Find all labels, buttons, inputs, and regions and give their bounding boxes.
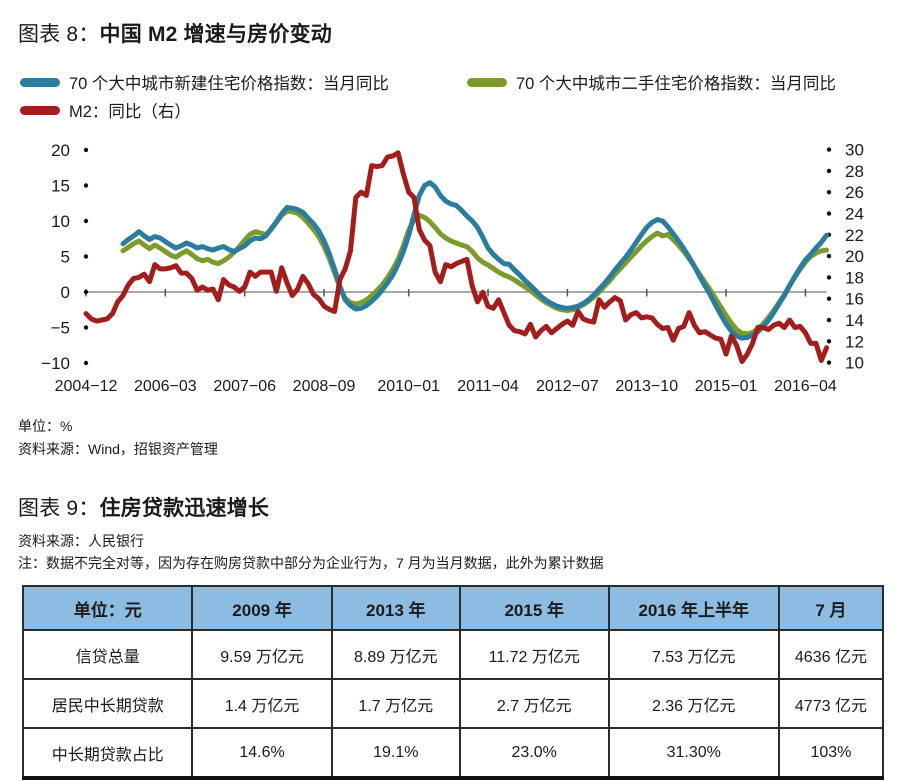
table-cell: 11.72 万亿元 — [458, 629, 610, 680]
table-cell: 2.36 万亿元 — [607, 678, 780, 729]
chart9-title-prefix: 图表 9： — [18, 497, 100, 520]
svg-text:2016−04: 2016−04 — [774, 378, 837, 395]
svg-text:2013−10: 2013−10 — [615, 378, 678, 395]
table-cell: 2.7 万亿元 — [458, 678, 610, 729]
legend-item-second-hand: 70 个大中城市二手住宅价格指数：当月同比 — [467, 70, 836, 94]
table-cell: 9.59 万亿元 — [191, 629, 333, 680]
svg-text:15: 15 — [51, 177, 70, 196]
row-label-total-credit: 信贷总量 — [21, 629, 194, 680]
svg-text:2015−01: 2015−01 — [695, 378, 758, 395]
table-cell: 8.89 万亿元 — [330, 629, 461, 680]
svg-text:10: 10 — [845, 354, 864, 373]
svg-text:2007−06: 2007−06 — [213, 378, 276, 395]
chart8-title-prefix: 图表 8： — [18, 23, 100, 46]
svg-text:22: 22 — [845, 226, 864, 245]
svg-text:10: 10 — [51, 212, 70, 231]
second-hand-line-swatch-icon — [467, 77, 507, 87]
legend-label-new-home: 70 个大中城市新建住宅价格指数：当月同比 — [69, 75, 389, 93]
table-header-2013: 2013 年 — [330, 585, 461, 631]
row-label-household-loans: 居民中长期贷款 — [21, 678, 194, 729]
svg-text:18: 18 — [845, 268, 864, 287]
svg-text:12: 12 — [845, 332, 864, 351]
svg-text:−10: −10 — [41, 354, 70, 373]
svg-text:24: 24 — [845, 205, 864, 224]
svg-text:2008−09: 2008−09 — [293, 378, 356, 395]
table-cell: 23.0% — [458, 727, 610, 779]
table-cell: 7.53 万亿元 — [607, 629, 780, 680]
table-header-unit: 单位：元 — [21, 585, 194, 631]
svg-text:2012−07: 2012−07 — [536, 378, 599, 395]
m2-line-swatch-icon — [20, 105, 60, 115]
housing-loan-table: 单位：元 2009 年 2013 年 2015 年 2016 年上半年 7 月 … — [21, 585, 885, 780]
svg-text:14: 14 — [845, 311, 864, 330]
table-cell: 1.7 万亿元 — [330, 678, 461, 729]
legend-item-new-home: 70 个大中城市新建住宅价格指数：当月同比 — [20, 70, 389, 94]
chart8-source: 资料来源：Wind，招银资产管理 — [18, 441, 218, 457]
chart8-title: 图表 8：中国 M2 增速与房价变动 — [18, 18, 332, 48]
svg-text:30: 30 — [845, 141, 864, 160]
table-cell: 19.1% — [330, 727, 461, 779]
legend-item-m2: M2：同比（右） — [20, 98, 191, 122]
chart9-title: 图表 9：住房贷款迅速增长 — [18, 492, 269, 522]
svg-text:−5: −5 — [51, 319, 70, 338]
table-row: 中长期贷款占比 14.6% 19.1% 23.0% 31.30% 103% — [21, 727, 885, 779]
svg-text:2011−04: 2011−04 — [457, 378, 519, 395]
new-home-line-swatch-icon — [20, 77, 60, 87]
svg-text:5: 5 — [61, 248, 70, 267]
svg-text:20: 20 — [845, 247, 864, 266]
table-header-2009: 2009 年 — [191, 585, 333, 631]
legend-label-second-hand: 70 个大中城市二手住宅价格指数：当月同比 — [516, 75, 836, 93]
table-cell: 4773 亿元 — [777, 678, 885, 729]
table-row: 居民中长期贷款 1.4 万亿元 1.7 万亿元 2.7 万亿元 2.36 万亿元… — [21, 678, 885, 729]
svg-text:0: 0 — [61, 283, 70, 302]
chart8-title-text: 中国 M2 增速与房价变动 — [99, 23, 332, 46]
table-cell: 4636 亿元 — [777, 629, 885, 680]
svg-text:28: 28 — [845, 162, 864, 181]
chart9-title-text: 住房贷款迅速增长 — [99, 497, 270, 520]
table-header-2016h1: 2016 年上半年 — [607, 585, 780, 631]
table-row: 信贷总量 9.59 万亿元 8.89 万亿元 11.72 万亿元 7.53 万亿… — [21, 629, 885, 680]
chart8-unit-note: 单位：% — [18, 418, 73, 434]
svg-text:2010−01: 2010−01 — [377, 378, 440, 395]
table-header-2015: 2015 年 — [458, 585, 610, 631]
chart9-source: 资料来源：人民银行 — [18, 533, 144, 549]
chart9-note: 注：数据不完全对等，因为存在购房贷款中部分为企业行为，7 月为当月数据，此外为累… — [18, 555, 604, 571]
svg-text:16: 16 — [845, 290, 864, 309]
row-label-loan-share: 中长期贷款占比 — [21, 727, 194, 779]
table-cell: 103% — [777, 727, 885, 779]
legend-label-m2: M2：同比（右） — [69, 103, 191, 121]
svg-text:26: 26 — [845, 183, 864, 202]
table-header-row: 单位：元 2009 年 2013 年 2015 年 2016 年上半年 7 月 — [21, 585, 885, 631]
svg-text:20: 20 — [51, 141, 70, 160]
table-cell: 1.4 万亿元 — [191, 678, 333, 729]
svg-text:2004−12: 2004−12 — [55, 378, 118, 395]
svg-text:2006−03: 2006−03 — [134, 378, 197, 395]
table-cell: 31.30% — [607, 727, 780, 779]
table-header-july: 7 月 — [777, 585, 885, 631]
m2-housing-price-line-chart: 2004−12 2006−03 2007−06 2008−09 2010−01 2011−… — [41, 141, 864, 395]
table-cell: 14.6% — [191, 727, 333, 779]
